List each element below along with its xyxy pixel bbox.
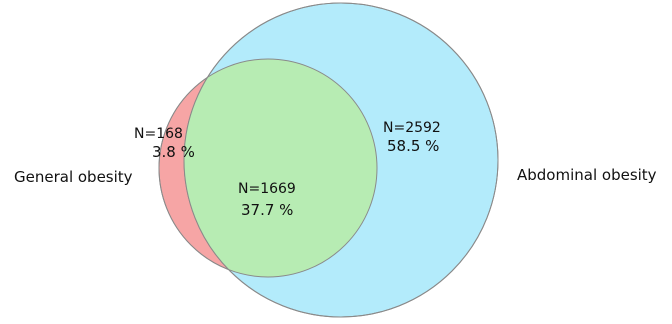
abdominal-only-count: N=2592 bbox=[383, 120, 441, 136]
general-obesity-outline bbox=[158, 58, 378, 278]
abdominal-obesity-label: Abdominal obesity bbox=[517, 166, 657, 184]
abdominal-obesity-outline bbox=[183, 2, 499, 318]
overlap-region bbox=[184, 59, 377, 277]
abdominal-only-percent: 58.5 % bbox=[387, 137, 439, 155]
general-only-percent: 3.8 % bbox=[152, 143, 195, 161]
intersection-count: N=1669 bbox=[238, 181, 296, 197]
general-obesity-label: General obesity bbox=[14, 168, 133, 186]
intersection-percent: 37.7 % bbox=[241, 201, 293, 219]
general-only-count: N=168 bbox=[134, 126, 183, 142]
